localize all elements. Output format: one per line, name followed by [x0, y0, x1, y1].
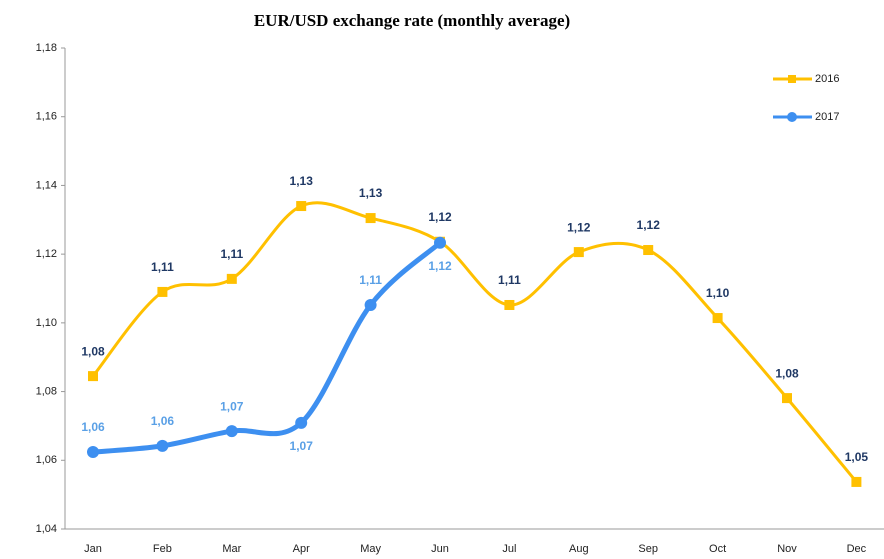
- marker: [226, 273, 237, 284]
- y-tick-label: 1,08: [36, 385, 57, 397]
- marker: [365, 213, 376, 224]
- data-label: 1,11: [359, 273, 382, 287]
- data-label: 1,13: [359, 186, 383, 200]
- x-tick-label: Nov: [777, 543, 797, 555]
- data-label: 1,11: [220, 247, 243, 261]
- data-label: 1,13: [290, 174, 314, 188]
- chart-title: EUR/USD exchange rate (monthly average): [254, 11, 570, 30]
- y-tick-label: 1,06: [36, 454, 57, 466]
- data-label: 1,06: [81, 420, 105, 434]
- marker: [88, 371, 98, 382]
- marker: [157, 286, 168, 297]
- y-tick-label: 1,16: [36, 111, 57, 123]
- x-tick-label: Oct: [709, 543, 726, 555]
- data-label: 1,11: [498, 273, 521, 287]
- data-label: 1,07: [290, 439, 314, 453]
- data-label: 1,12: [428, 259, 452, 273]
- y-tick-label: 1,18: [36, 42, 57, 54]
- y-tick-label: 1,12: [36, 248, 57, 260]
- legend-marker: [788, 75, 796, 83]
- x-tick-label: Jan: [84, 543, 102, 555]
- legend-label: 2016: [815, 73, 839, 85]
- data-label: 1,08: [775, 366, 799, 380]
- x-tick-label: Aug: [569, 543, 589, 555]
- marker: [643, 245, 654, 256]
- data-label: 1,08: [81, 344, 105, 358]
- x-tick-label: Feb: [153, 543, 172, 555]
- y-tick-label: 1,10: [36, 317, 57, 329]
- x-tick-label: May: [360, 543, 381, 555]
- marker: [225, 425, 238, 438]
- y-tick-label: 1,04: [36, 523, 57, 535]
- legend-label: 2017: [815, 111, 839, 123]
- marker: [296, 201, 307, 212]
- x-tick-label: Apr: [293, 543, 310, 555]
- data-label: 1,10: [706, 286, 730, 300]
- marker: [712, 313, 723, 324]
- marker: [295, 416, 308, 429]
- x-tick-label: Mar: [222, 543, 241, 555]
- x-tick-label: Dec: [847, 543, 867, 555]
- marker: [156, 439, 169, 452]
- x-tick-label: Jul: [502, 543, 516, 555]
- marker: [573, 247, 584, 258]
- x-tick-label: Sep: [638, 543, 658, 555]
- y-tick-label: 1,14: [36, 179, 57, 191]
- data-label: 1,05: [845, 450, 869, 464]
- data-label: 1,06: [151, 414, 175, 428]
- legend-marker: [787, 112, 797, 122]
- data-label: 1,12: [567, 220, 591, 234]
- data-label: 1,11: [151, 260, 174, 274]
- data-label: 1,12: [428, 210, 452, 224]
- marker: [434, 236, 446, 249]
- data-label: 1,07: [220, 399, 244, 413]
- series-line: [91, 201, 858, 484]
- marker: [504, 299, 515, 310]
- data-label: 1,12: [637, 218, 661, 232]
- marker: [87, 446, 99, 459]
- x-tick-label: Jun: [431, 543, 449, 555]
- marker: [364, 298, 377, 311]
- marker: [782, 393, 792, 404]
- marker: [851, 476, 862, 487]
- series-line: [90, 240, 443, 455]
